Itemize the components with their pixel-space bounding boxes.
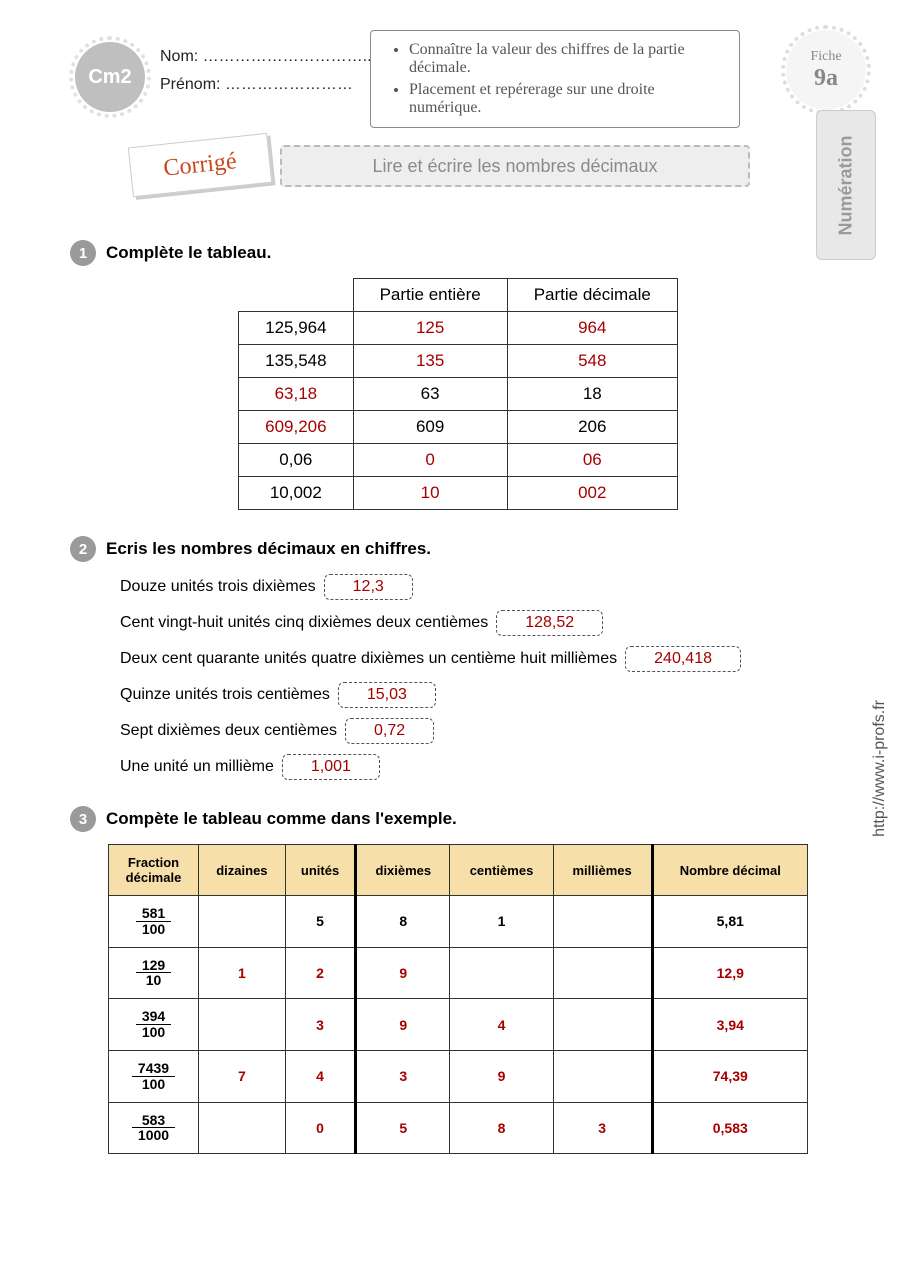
t3-cell: 3 bbox=[356, 1051, 450, 1103]
t3-cell bbox=[199, 1102, 286, 1154]
t1-cell: 10 bbox=[353, 477, 507, 510]
ex2-text: Cent vingt-huit unités cinq dixièmes deu… bbox=[120, 614, 488, 632]
t3-header: centièmes bbox=[450, 845, 553, 896]
t1-cell: 63 bbox=[353, 378, 507, 411]
t3-cell: 9 bbox=[450, 1051, 553, 1103]
t1-cell: 06 bbox=[507, 444, 677, 477]
exercise-2-title: Ecris les nombres décimaux en chiffres. bbox=[106, 539, 431, 559]
t1-cell: 18 bbox=[507, 378, 677, 411]
t1-cell: 63,18 bbox=[239, 378, 353, 411]
t3-cell: 9 bbox=[356, 947, 450, 999]
t1-header-empty bbox=[239, 279, 353, 312]
ex2-text: Douze unités trois dixièmes bbox=[120, 578, 316, 596]
t3-cell bbox=[450, 947, 553, 999]
t3-cell: 3 bbox=[553, 1102, 652, 1154]
exercise-3-title: Compète le tableau comme dans l'exemple. bbox=[106, 809, 457, 829]
t1-header-entiere: Partie entière bbox=[353, 279, 507, 312]
t1-cell: 002 bbox=[507, 477, 677, 510]
t3-cell: 4 bbox=[285, 1051, 356, 1103]
t1-cell: 0 bbox=[353, 444, 507, 477]
ex2-answer-box: 1,001 bbox=[282, 754, 380, 780]
exercise-1: 1 Complète le tableau. Partie entière Pa… bbox=[70, 240, 846, 510]
ex2-line: Une unité un millième 1,001 bbox=[120, 754, 846, 780]
exercise-2-number: 2 bbox=[70, 536, 96, 562]
t3-cell bbox=[553, 947, 652, 999]
table-1: Partie entière Partie décimale 125,96412… bbox=[238, 278, 678, 510]
t3-cell: 4 bbox=[450, 999, 553, 1051]
ex2-line: Cent vingt-huit unités cinq dixièmes deu… bbox=[120, 610, 846, 636]
t3-cell bbox=[199, 999, 286, 1051]
t3-fraction-cell: 12910 bbox=[109, 947, 199, 999]
t1-cell: 206 bbox=[507, 411, 677, 444]
t3-cell: 0 bbox=[285, 1102, 356, 1154]
t3-cell: 3 bbox=[285, 999, 356, 1051]
t3-cell: 1 bbox=[450, 896, 553, 948]
t3-header: dixièmes bbox=[356, 845, 450, 896]
ex2-line: Deux cent quarante unités quatre dixième… bbox=[120, 646, 846, 672]
t3-fraction-cell: 5831000 bbox=[109, 1102, 199, 1154]
t3-cell: 5 bbox=[356, 1102, 450, 1154]
t1-cell: 964 bbox=[507, 312, 677, 345]
t1-cell: 10,002 bbox=[239, 477, 353, 510]
t3-fraction-cell: 394100 bbox=[109, 999, 199, 1051]
t3-cell: 12,9 bbox=[652, 947, 807, 999]
t1-cell: 0,06 bbox=[239, 444, 353, 477]
exercise-3-number: 3 bbox=[70, 806, 96, 832]
t3-header: dizaines bbox=[199, 845, 286, 896]
t3-header: Nombre décimal bbox=[652, 845, 807, 896]
t3-cell: 2 bbox=[285, 947, 356, 999]
t3-cell: 8 bbox=[450, 1102, 553, 1154]
t3-cell: 5 bbox=[285, 896, 356, 948]
exercise-1-number: 1 bbox=[70, 240, 96, 266]
side-url: http://www.i-profs.fr bbox=[871, 700, 889, 837]
ex2-text: Sept dixièmes deux centièmes bbox=[120, 722, 337, 740]
t3-fraction-cell: 581100 bbox=[109, 896, 199, 948]
t1-cell: 609 bbox=[353, 411, 507, 444]
t3-cell bbox=[553, 1051, 652, 1103]
ex2-answer-box: 0,72 bbox=[345, 718, 434, 744]
ex2-text: Quinze unités trois centièmes bbox=[120, 686, 330, 704]
t1-cell: 609,206 bbox=[239, 411, 353, 444]
t1-cell: 135,548 bbox=[239, 345, 353, 378]
t1-cell: 125 bbox=[353, 312, 507, 345]
t3-cell bbox=[199, 896, 286, 948]
t3-cell: 3,94 bbox=[652, 999, 807, 1051]
ex2-answer-box: 15,03 bbox=[338, 682, 436, 708]
t3-header: millièmes bbox=[553, 845, 652, 896]
t1-cell: 125,964 bbox=[239, 312, 353, 345]
ex2-answer-box: 12,3 bbox=[324, 574, 413, 600]
t3-cell: 7 bbox=[199, 1051, 286, 1103]
t1-header-decimale: Partie décimale bbox=[507, 279, 677, 312]
ex2-line: Douze unités trois dixièmes 12,3 bbox=[120, 574, 846, 600]
ex2-line: Sept dixièmes deux centièmes 0,72 bbox=[120, 718, 846, 744]
exercise-1-title: Complète le tableau. bbox=[106, 243, 271, 263]
t3-cell: 0,583 bbox=[652, 1102, 807, 1154]
t1-cell: 548 bbox=[507, 345, 677, 378]
t3-cell: 1 bbox=[199, 947, 286, 999]
table-3: Fraction décimaledizainesunitésdixièmesc… bbox=[108, 844, 808, 1154]
t1-cell: 135 bbox=[353, 345, 507, 378]
ex2-text: Une unité un millième bbox=[120, 758, 274, 776]
ex2-answer-box: 240,418 bbox=[625, 646, 741, 672]
ex2-answer-box: 128,52 bbox=[496, 610, 603, 636]
exercise-3: 3 Compète le tableau comme dans l'exempl… bbox=[70, 806, 846, 1154]
t3-cell bbox=[553, 999, 652, 1051]
t3-cell: 8 bbox=[356, 896, 450, 948]
ex2-line: Quinze unités trois centièmes 15,03 bbox=[120, 682, 846, 708]
t3-cell: 74,39 bbox=[652, 1051, 807, 1103]
t3-fraction-cell: 7439100 bbox=[109, 1051, 199, 1103]
t3-cell: 5,81 bbox=[652, 896, 807, 948]
exercise-2: 2 Ecris les nombres décimaux en chiffres… bbox=[70, 536, 846, 780]
ex2-text: Deux cent quarante unités quatre dixième… bbox=[120, 650, 617, 668]
t3-header: Fraction décimale bbox=[109, 845, 199, 896]
t3-cell bbox=[553, 896, 652, 948]
t3-cell: 9 bbox=[356, 999, 450, 1051]
t3-header: unités bbox=[285, 845, 356, 896]
